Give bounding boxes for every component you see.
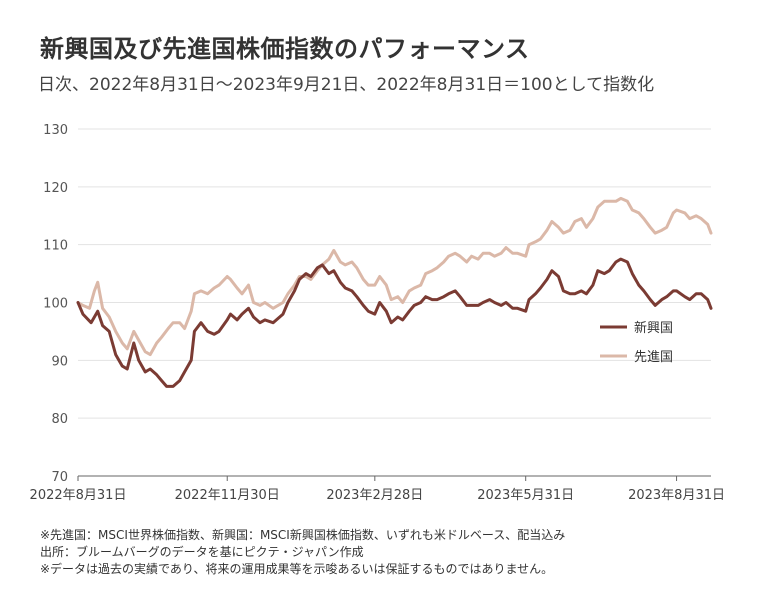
legend-label-1: 先進国 <box>634 350 673 365</box>
x-tick-label-3: 2023年5月31日 <box>477 488 574 503</box>
x-tick-label-4: 2023年8月31日 <box>628 488 725 503</box>
line-chart: 70 80 90 100 110 120 130 2022年8月31日 2022年11月30日… <box>30 123 725 503</box>
y-gridlines <box>78 128 711 477</box>
footnote-data-source: 出所：ブルームバーグのデータを基にピクテ・ジャパン作成 <box>40 545 364 559</box>
chart-subtitle: 日次、2022年8月31日～2023年9月21日、2022年8月31日＝100と… <box>38 75 655 95</box>
y-axis-ticks: 70 80 90 100 110 120 130 <box>43 123 68 485</box>
footnote-source-definition: ※先進国：MSCI世界株価指数、新興国：MSCI新興国株価指数、いずれも米ドルベ… <box>40 528 566 542</box>
series-line-1 <box>76 196 713 357</box>
x-tick-label-1: 2022年11月30日 <box>175 488 280 503</box>
y-tick-label-130: 130 <box>43 123 68 138</box>
footnote-disclaimer: ※データは過去の実績であり、将来の運用成果等を示唆あるいは保証するものではありま… <box>40 562 554 576</box>
chart-title: 新興国及び先進国株価指数のパフォーマンス <box>40 35 530 63</box>
series-line-0 <box>76 257 713 388</box>
y-tick-label-120: 120 <box>43 181 68 196</box>
y-tick-label-90: 90 <box>51 354 68 369</box>
legend-label-0: 新興国 <box>634 320 673 336</box>
y-tick-label-100: 100 <box>43 297 68 312</box>
y-tick-label-70: 70 <box>51 470 68 485</box>
x-tick-label-0: 2022年8月31日 <box>30 488 127 503</box>
x-axis: 2022年8月31日 2022年11月30日 2023年2月28日 2023年5月31… <box>30 475 725 503</box>
footnotes: ※先進国：MSCI世界株価指数、新興国：MSCI新興国株価指数、いずれも米ドルベ… <box>40 527 565 578</box>
y-tick-label-80: 80 <box>51 412 68 427</box>
y-tick-label-110: 110 <box>43 239 68 254</box>
x-tick-label-2: 2023年2月28日 <box>326 488 423 503</box>
series-lines <box>76 196 713 388</box>
